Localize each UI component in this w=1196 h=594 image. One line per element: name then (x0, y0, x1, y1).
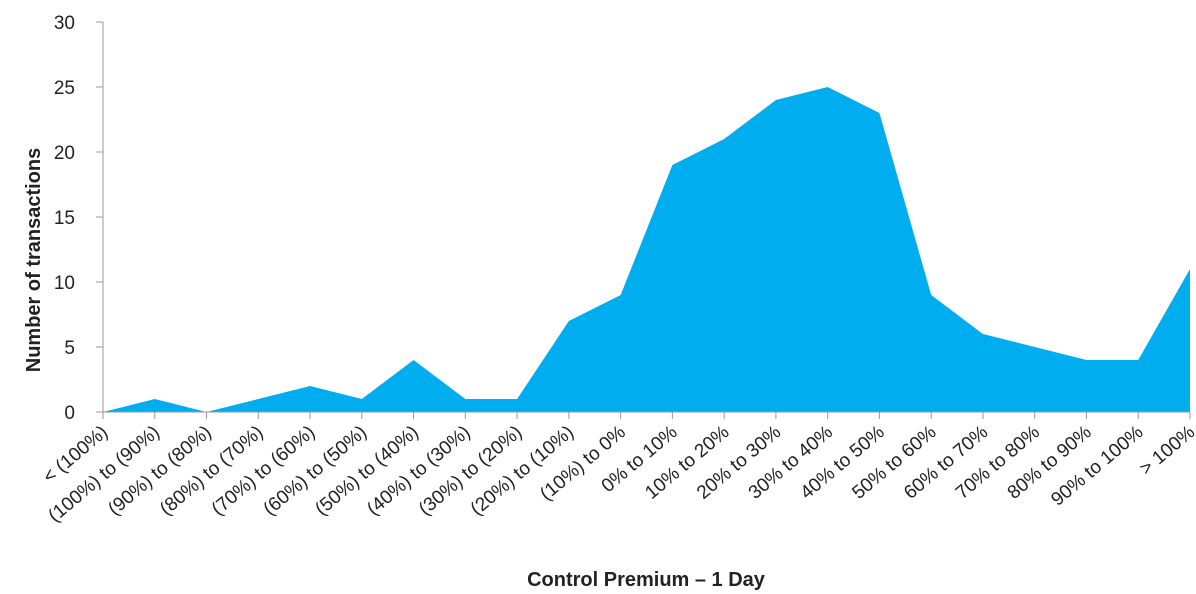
x-tick-label: 90% to 100% (1047, 422, 1147, 511)
y-tick-label: 10 (54, 273, 75, 294)
y-axis-label: Number of transactions (23, 148, 45, 372)
y-tick-label: 5 (64, 338, 75, 359)
x-tick-label: > 100% (1136, 422, 1196, 480)
y-tick-label: 15 (54, 208, 75, 229)
y-tick-label: 25 (54, 78, 75, 99)
y-tick-label: 30 (54, 13, 75, 34)
area (103, 87, 1190, 412)
x-axis-label: Control Premium – 1 Day (527, 569, 766, 591)
y-tick-label: 0 (64, 403, 75, 424)
y-tick-label: 20 (54, 143, 75, 164)
